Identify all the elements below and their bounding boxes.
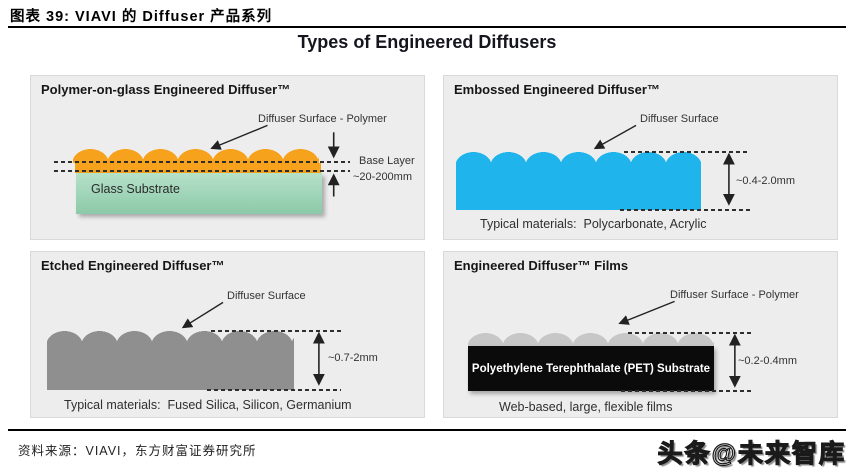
thickness-label: ~20-200mm: [353, 171, 413, 183]
glass-substrate-label: Glass Substrate: [91, 182, 180, 196]
bottom-dash: [207, 389, 341, 391]
pointer-arrow: [210, 124, 268, 150]
embossed-bumps-shape: [456, 152, 701, 166]
thickness-label: ~0.7-2mm: [328, 352, 378, 364]
panel-polymer-on-glass: Polymer-on-glass Engineered Diffuser™ Di…: [30, 75, 425, 240]
panel-title: Polymer-on-glass Engineered Diffuser™: [41, 82, 291, 97]
materials-caption: Typical materials: Fused Silica, Silicon…: [64, 398, 352, 412]
diffuser-surface-label: Diffuser Surface - Polymer: [670, 289, 799, 301]
top-divider: [8, 26, 846, 28]
pointer-arrow: [618, 300, 675, 325]
diffuser-surface-label: Diffuser Surface - Polymer: [258, 113, 387, 125]
top-dash: [628, 332, 754, 334]
panel-etched: Etched Engineered Diffuser™ Diffuser Sur…: [30, 251, 425, 418]
base-layer-top-dash: [54, 161, 350, 163]
etched-bumps-shape: [47, 331, 294, 345]
embossed-body-shape: [456, 165, 701, 210]
pointer-arrow: [593, 124, 637, 150]
thickness-label: ~0.4-2.0mm: [736, 175, 795, 187]
diffuser-surface-label: Diffuser Surface: [227, 290, 306, 302]
figure-caption: 图表 39: VIAVI 的 Diffuser 产品系列: [10, 9, 273, 25]
panel-title: Etched Engineered Diffuser™: [41, 258, 225, 273]
panel-films: Engineered Diffuser™ Films Diffuser Surf…: [443, 251, 838, 418]
bottom-divider: [8, 429, 846, 431]
polymer-bumps-shape: [73, 149, 319, 163]
pet-substrate-shape: Polyethylene Terephthalate (PET) Substra…: [468, 346, 714, 391]
pointer-arrow: [181, 301, 224, 329]
thickness-label: ~0.2-0.4mm: [738, 355, 797, 367]
base-layer-label: Base Layer: [359, 155, 415, 167]
materials-caption: Typical materials: Polycarbonate, Acryli…: [480, 217, 707, 231]
films-caption: Web-based, large, flexible films: [499, 400, 673, 414]
top-dash: [211, 330, 341, 332]
panel-title: Embossed Engineered Diffuser™: [454, 82, 660, 97]
bottom-dash: [620, 209, 750, 211]
source-note: 资料来源：VIAVI，东方财富证券研究所: [18, 444, 257, 458]
etched-body-shape: [47, 344, 294, 390]
top-dash: [624, 151, 750, 153]
pet-substrate-label: Polyethylene Terephthalate (PET) Substra…: [471, 362, 711, 375]
film-bumps-shape: [468, 333, 714, 347]
panel-embossed: Embossed Engineered Diffuser™ Diffuser S…: [443, 75, 838, 240]
figure-title: Types of Engineered Diffusers: [297, 32, 557, 52]
glass-substrate-shape: Glass Substrate: [76, 173, 322, 214]
watermark: 头条@未来智库: [657, 439, 846, 468]
base-layer-bottom-dash: [54, 170, 350, 172]
panel-title: Engineered Diffuser™ Films: [454, 258, 629, 273]
bottom-dash: [621, 390, 754, 392]
base-layer-shape: [75, 163, 321, 173]
diffuser-surface-label: Diffuser Surface: [640, 113, 719, 125]
